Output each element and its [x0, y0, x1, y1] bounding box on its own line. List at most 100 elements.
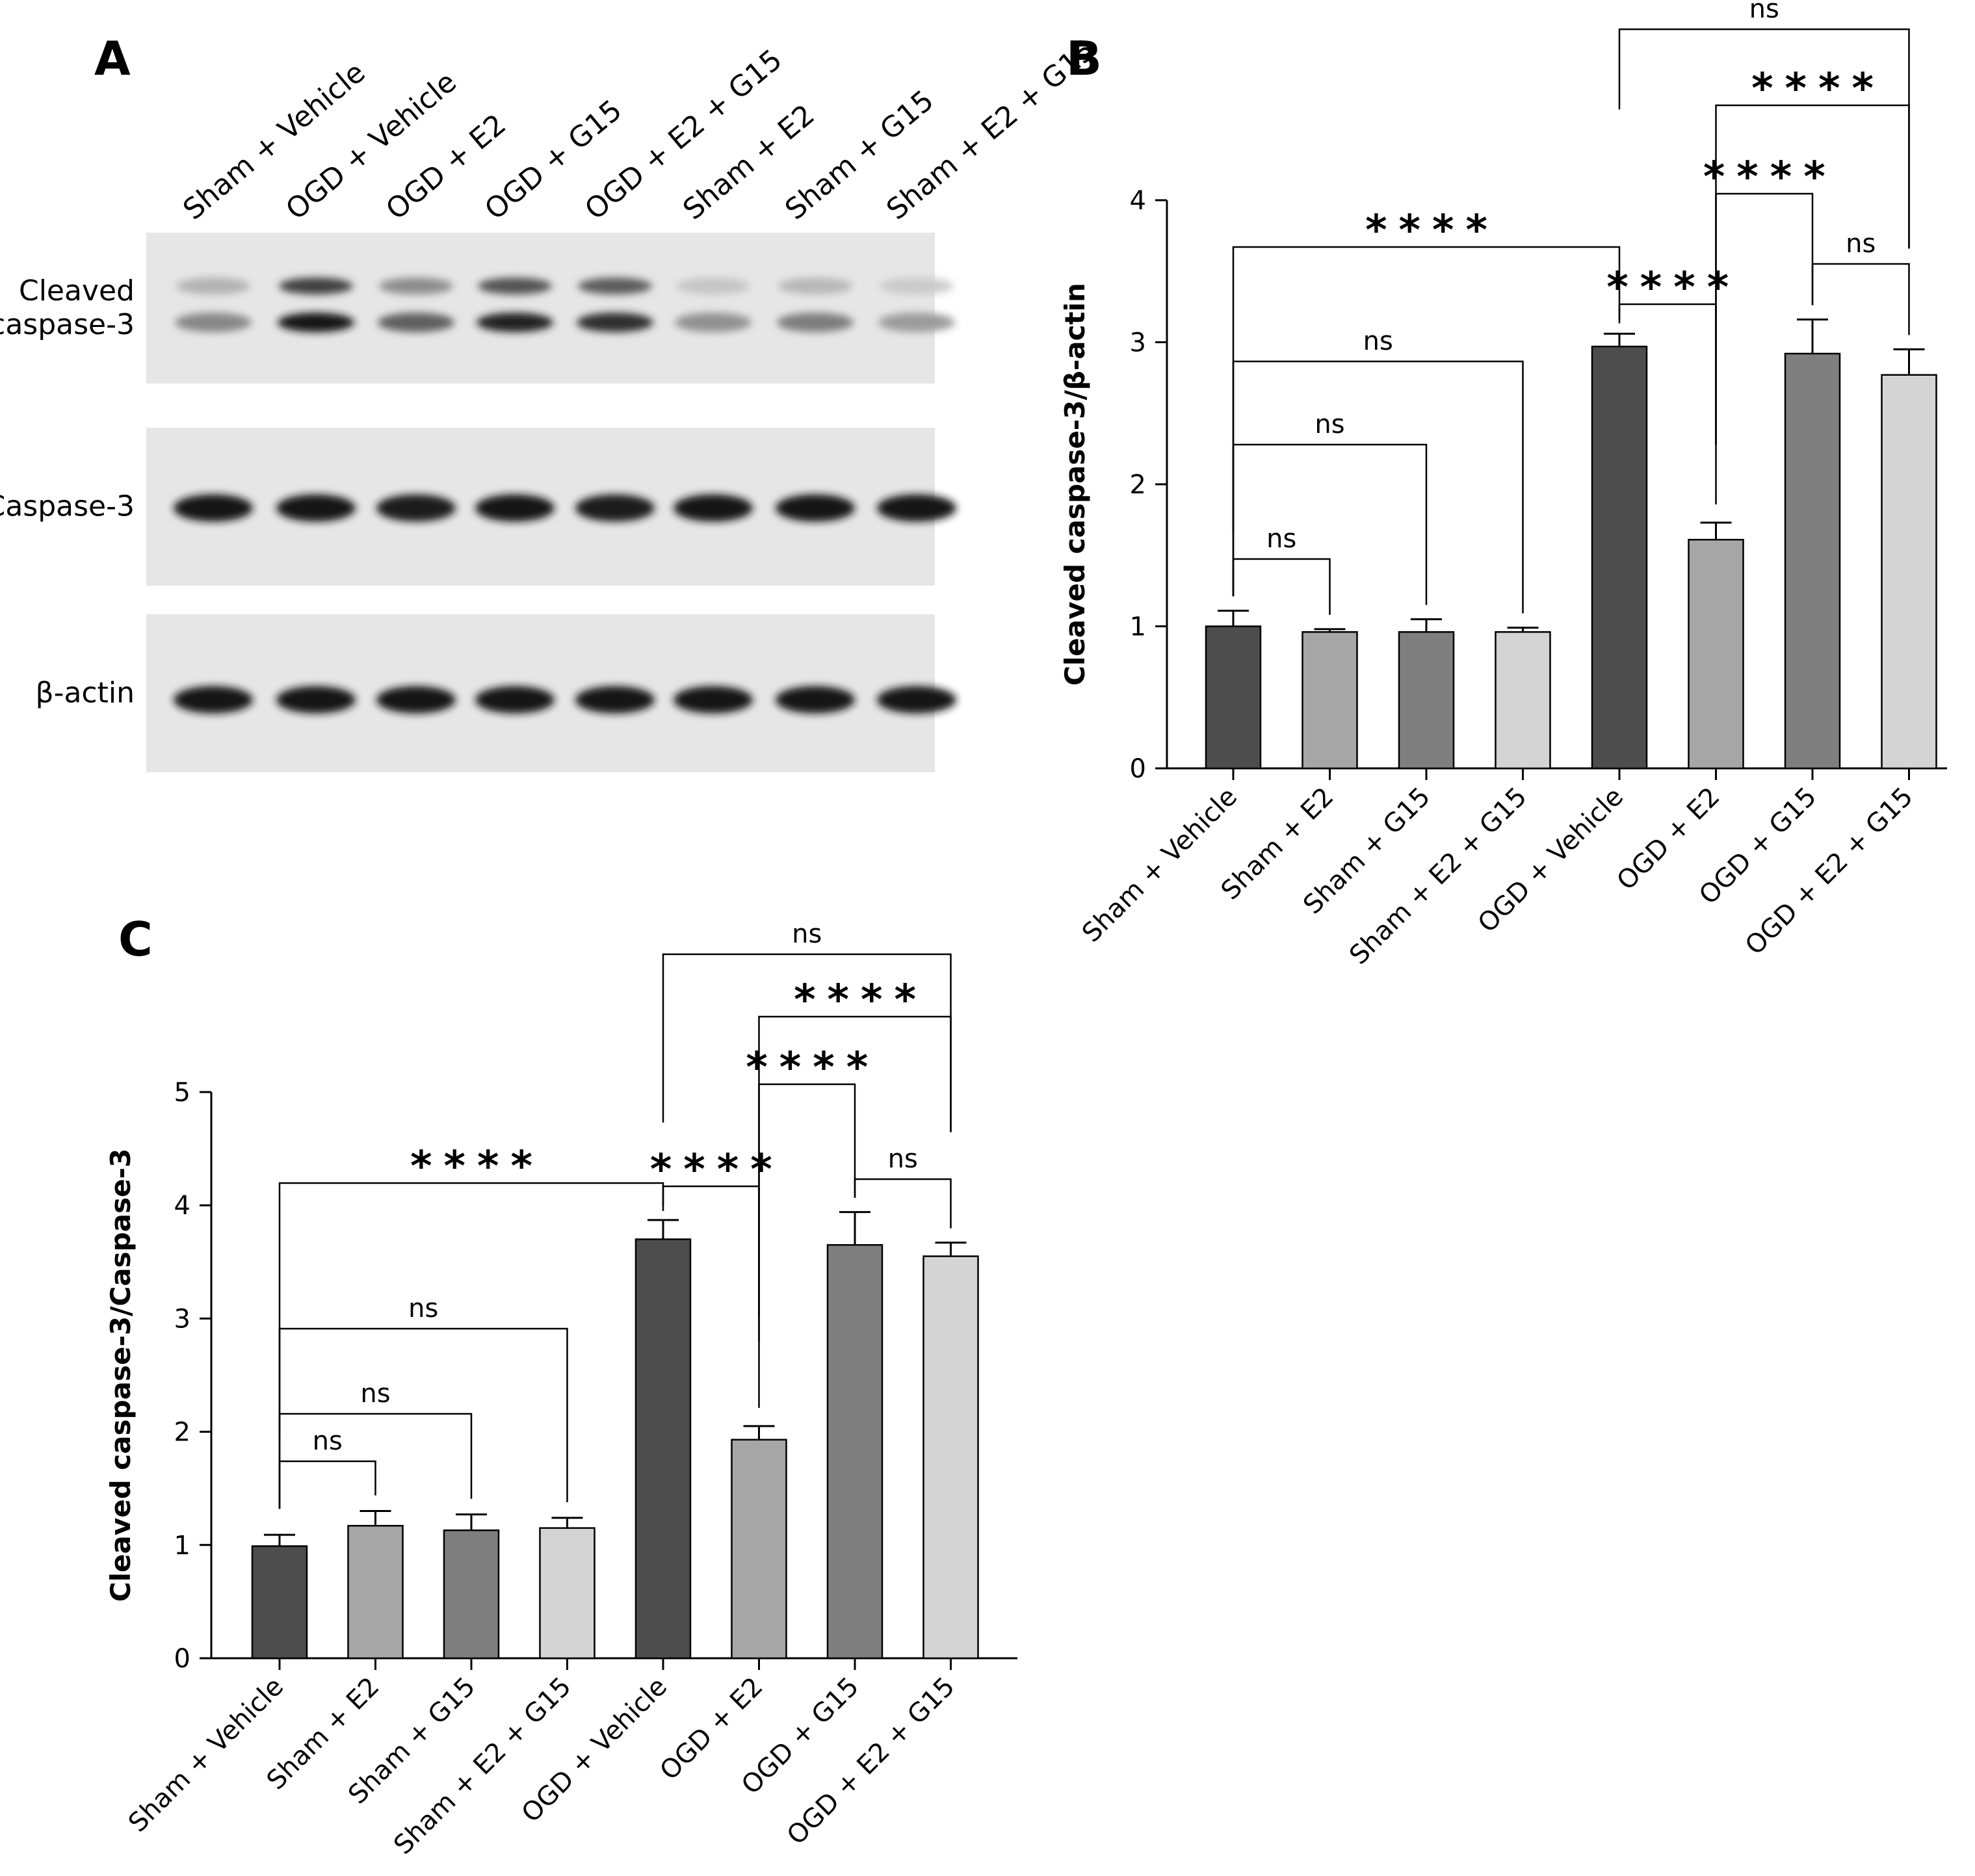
band-upper — [578, 278, 652, 294]
significance-label: **** — [746, 1044, 880, 1092]
panel-a-letter: A — [94, 31, 131, 86]
band-upper — [279, 278, 353, 294]
x-tick-label: Sham + E2 + G15 — [388, 1672, 577, 1860]
bar — [1688, 538, 1744, 770]
y-tick-label: 0 — [1130, 754, 1146, 784]
y-tick-label: 2 — [1130, 470, 1146, 500]
y-tick-label: 3 — [174, 1304, 190, 1334]
band — [376, 494, 456, 522]
blot-row-label: β-actin — [36, 677, 135, 710]
panel-b-letter: B — [1066, 31, 1102, 86]
blot-row-label: Caspase-3 — [0, 490, 135, 523]
bar — [1784, 352, 1841, 770]
band — [575, 686, 655, 714]
significance-label: ns — [1749, 0, 1779, 24]
chart-c: 0 1 2 3 4 5 Cleaved caspase-3/Caspase-3 Sham + … — [105, 919, 1017, 1860]
band — [475, 494, 555, 522]
band-lower — [777, 313, 854, 332]
significance-label: ns — [1314, 410, 1344, 439]
significance-bracket — [1618, 28, 1910, 249]
bar — [1398, 631, 1455, 770]
significance-bracket — [662, 953, 952, 1132]
bar — [1495, 631, 1551, 770]
band — [877, 494, 956, 522]
band-lower — [577, 313, 653, 332]
lane-label: Sham + Vehicle — [177, 56, 371, 227]
x-tick-label: Sham + E2 + G15 — [1344, 782, 1532, 971]
band — [276, 686, 356, 714]
y-axis-title: Cleaved caspase-3/Caspase-3 — [105, 1149, 137, 1602]
blot-row-label: Cleaved — [19, 274, 135, 307]
significance-bracket — [278, 1182, 664, 1438]
band-lower — [378, 313, 454, 332]
significance-label: **** — [1751, 65, 1885, 113]
significance-label: **** — [410, 1143, 544, 1191]
bar — [1301, 631, 1358, 770]
significance-label: **** — [650, 1146, 784, 1194]
band-upper — [478, 278, 552, 294]
significance-label: ns — [1363, 326, 1393, 356]
band-upper — [379, 278, 453, 294]
band — [475, 686, 555, 714]
blot-row-label: caspase-3 — [0, 308, 135, 341]
band — [776, 686, 855, 714]
band-lower — [175, 313, 252, 332]
band — [674, 494, 753, 522]
significance-label: **** — [1606, 264, 1740, 312]
significance-label: **** — [1703, 153, 1837, 202]
band — [376, 686, 456, 714]
significance-label: **** — [1365, 207, 1499, 255]
y-tick-label: 4 — [1130, 186, 1146, 216]
chart-b: 0 1 2 3 4 Cleaved caspase-3/β-actin Sham + Veh… — [1059, 0, 1947, 971]
significance-label: **** — [794, 976, 928, 1024]
band — [174, 686, 253, 714]
band-lower — [278, 313, 354, 332]
significance-bracket — [1232, 246, 1621, 533]
y-axis-title: Cleaved caspase-3/β-actin — [1059, 283, 1091, 686]
y-tick-label: 1 — [1130, 612, 1146, 642]
lane-label: OGD + Vehicle — [280, 66, 463, 227]
band — [575, 494, 655, 522]
significance-label: ns — [792, 919, 822, 949]
significance-label: ns — [408, 1294, 438, 1323]
significance-label: ns — [360, 1379, 390, 1409]
x-tick-label: Sham + Vehicle — [123, 1672, 289, 1838]
significance-bracket — [1811, 263, 1910, 335]
significance-bracket — [854, 1178, 952, 1229]
panel-c-letter: C — [118, 912, 153, 967]
y-tick-label: 0 — [174, 1644, 190, 1674]
bar — [826, 1244, 883, 1660]
significance-label: ns — [313, 1426, 343, 1456]
y-tick-label: 3 — [1130, 328, 1146, 358]
band-upper — [676, 278, 750, 294]
bar — [443, 1529, 500, 1660]
x-tick-label: Sham + Vehicle — [1077, 782, 1243, 948]
significance-bracket — [278, 1460, 376, 1509]
band — [776, 494, 855, 522]
bar — [539, 1527, 595, 1660]
band — [877, 686, 956, 714]
y-tick-label: 5 — [174, 1078, 190, 1108]
band-upper — [880, 278, 954, 294]
x-tick-label: OGD + E2 + G15 — [1740, 782, 1919, 961]
bar — [1591, 345, 1648, 770]
band — [276, 494, 356, 522]
bar — [251, 1545, 308, 1660]
bar — [1205, 625, 1262, 770]
blot-strip — [146, 233, 935, 384]
significance-bracket — [1232, 360, 1524, 614]
significance-label: ns — [888, 1144, 918, 1174]
band — [674, 686, 753, 714]
band-upper — [778, 278, 852, 294]
bar — [634, 1238, 692, 1660]
significance-bracket — [1232, 558, 1331, 615]
y-tick-label: 2 — [174, 1418, 190, 1448]
significance-label: ns — [1846, 229, 1876, 259]
x-tick-label: OGD + E2 + G15 — [781, 1672, 961, 1851]
band-upper — [176, 278, 250, 294]
band-lower — [878, 313, 955, 332]
band-lower — [675, 313, 752, 332]
bar — [1881, 374, 1937, 770]
y-tick-label: 4 — [174, 1191, 190, 1221]
